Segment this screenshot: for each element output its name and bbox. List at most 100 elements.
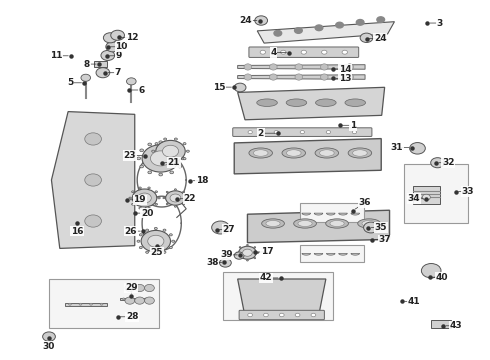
Circle shape <box>248 313 252 317</box>
Circle shape <box>43 332 55 341</box>
Circle shape <box>170 143 173 146</box>
Text: 34: 34 <box>408 194 420 203</box>
Circle shape <box>360 33 373 42</box>
Circle shape <box>410 143 425 154</box>
Circle shape <box>220 258 231 267</box>
Circle shape <box>137 298 140 300</box>
Text: 18: 18 <box>196 176 209 185</box>
Text: 16: 16 <box>71 227 83 236</box>
Polygon shape <box>238 87 385 120</box>
Circle shape <box>254 257 256 259</box>
Circle shape <box>101 50 115 60</box>
Text: 41: 41 <box>408 297 420 306</box>
Polygon shape <box>314 253 323 255</box>
Circle shape <box>148 235 164 247</box>
Circle shape <box>139 187 141 189</box>
Text: 38: 38 <box>206 258 219 267</box>
Text: 4: 4 <box>270 48 277 57</box>
Circle shape <box>125 284 135 292</box>
Polygon shape <box>351 253 360 255</box>
Circle shape <box>212 221 229 234</box>
Circle shape <box>85 215 101 227</box>
Circle shape <box>148 207 150 209</box>
Circle shape <box>162 145 178 157</box>
Circle shape <box>129 197 131 199</box>
FancyBboxPatch shape <box>239 310 324 320</box>
Circle shape <box>139 207 141 209</box>
Ellipse shape <box>362 221 376 226</box>
Circle shape <box>260 50 266 54</box>
Circle shape <box>132 203 134 205</box>
Ellipse shape <box>298 221 312 226</box>
Circle shape <box>170 194 181 202</box>
FancyBboxPatch shape <box>233 128 372 136</box>
Circle shape <box>146 229 148 231</box>
Polygon shape <box>351 213 360 215</box>
Circle shape <box>126 78 136 85</box>
Circle shape <box>236 252 238 253</box>
Bar <box>413 186 440 204</box>
Polygon shape <box>302 253 311 255</box>
Ellipse shape <box>358 219 380 228</box>
Polygon shape <box>302 213 311 215</box>
Ellipse shape <box>320 74 328 80</box>
Circle shape <box>159 141 163 144</box>
Circle shape <box>356 19 364 25</box>
Circle shape <box>186 150 189 152</box>
Text: 33: 33 <box>462 187 474 196</box>
Text: 17: 17 <box>261 248 273 256</box>
Circle shape <box>150 151 171 166</box>
Text: 43: 43 <box>449 321 462 330</box>
Circle shape <box>246 260 248 261</box>
Circle shape <box>377 17 385 22</box>
Circle shape <box>81 74 91 81</box>
Text: 29: 29 <box>125 284 138 292</box>
Circle shape <box>255 16 268 25</box>
Circle shape <box>152 150 155 152</box>
Circle shape <box>248 131 252 134</box>
Circle shape <box>170 234 172 236</box>
Circle shape <box>96 68 110 78</box>
Polygon shape <box>326 253 335 255</box>
Ellipse shape <box>257 99 277 107</box>
Text: 25: 25 <box>150 248 163 257</box>
Circle shape <box>174 206 176 207</box>
Text: 24: 24 <box>240 16 252 25</box>
Circle shape <box>125 297 135 304</box>
Text: 12: 12 <box>126 33 139 42</box>
Ellipse shape <box>266 221 280 226</box>
Circle shape <box>234 83 246 92</box>
Circle shape <box>174 189 176 190</box>
Circle shape <box>155 158 158 160</box>
Circle shape <box>300 131 304 134</box>
Circle shape <box>174 162 177 165</box>
Text: 13: 13 <box>339 74 352 83</box>
Polygon shape <box>247 210 390 243</box>
Bar <box>223 272 333 320</box>
Ellipse shape <box>326 219 348 228</box>
Circle shape <box>154 228 157 230</box>
Circle shape <box>155 203 157 205</box>
Bar <box>94 61 107 67</box>
Circle shape <box>421 264 441 278</box>
Circle shape <box>234 252 244 259</box>
Text: 24: 24 <box>374 34 387 43</box>
Circle shape <box>257 252 259 253</box>
Circle shape <box>181 157 185 160</box>
Circle shape <box>336 22 343 28</box>
Circle shape <box>178 165 182 168</box>
Circle shape <box>301 50 307 54</box>
Circle shape <box>159 173 163 176</box>
Circle shape <box>183 143 186 145</box>
Circle shape <box>164 138 167 140</box>
Circle shape <box>148 143 151 146</box>
Circle shape <box>183 158 186 160</box>
Ellipse shape <box>320 64 328 70</box>
Bar <box>300 203 364 222</box>
Circle shape <box>90 303 93 305</box>
Circle shape <box>142 145 179 172</box>
FancyBboxPatch shape <box>249 47 359 57</box>
Circle shape <box>158 197 160 199</box>
Polygon shape <box>238 65 365 69</box>
Circle shape <box>274 131 278 134</box>
